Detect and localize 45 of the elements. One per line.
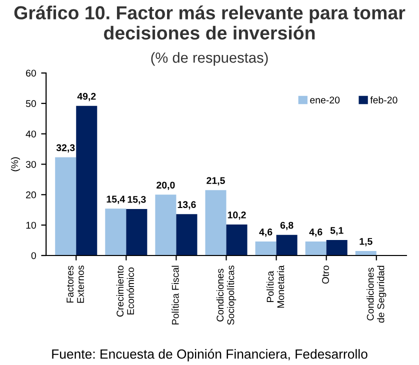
x-tick-label: Condiciones de Seguridad <box>366 266 386 323</box>
data-label: 20,0 <box>156 182 175 190</box>
data-label: 10,2 <box>228 212 246 220</box>
x-tick-label: Condiciones Sociopolíticas <box>216 266 236 325</box>
bar <box>305 242 326 256</box>
legend-label: ene-20 <box>310 96 340 104</box>
x-tick-label: Factores Externos <box>66 266 84 303</box>
bar <box>226 224 248 256</box>
bar <box>155 194 176 256</box>
y-tick-label: 50 <box>26 100 36 108</box>
y-tick-label: 0 <box>31 252 36 260</box>
legend-label: feb-20 <box>370 96 398 104</box>
bar <box>55 157 76 256</box>
y-tick-label: 40 <box>26 130 36 138</box>
data-label: 4,6 <box>309 228 322 237</box>
data-label: 5,1 <box>330 227 344 236</box>
data-label: 1,5 <box>360 238 372 246</box>
bar <box>76 106 98 256</box>
data-label: 21,5 <box>206 177 225 186</box>
y-tick-label: 10 <box>26 222 36 229</box>
source-note: Fuente: Encuesta de Opinión Financiera, Fedesarrollo <box>52 348 368 362</box>
chart-subtitle: (% de respuestas) <box>151 52 268 66</box>
bar <box>176 214 198 256</box>
x-tick-label: Política Monetaria <box>266 265 284 308</box>
data-label: 6,8 <box>280 222 294 230</box>
bar <box>276 234 298 256</box>
bar <box>105 208 126 256</box>
chart-title: Gráfico 10. Factor más relevante para tomar decisiones de inversión <box>14 5 406 40</box>
bar <box>255 242 276 256</box>
y-axis-title: (%) <box>10 157 20 172</box>
y-tick-label: 60 <box>26 70 36 77</box>
bar <box>205 190 226 256</box>
x-tick-label: Política Fiscal <box>172 266 179 324</box>
bar <box>326 240 348 256</box>
data-label: 15,3 <box>128 196 146 204</box>
data-label: 4,6 <box>259 228 272 237</box>
x-tick-label: Otro <box>322 266 329 284</box>
y-tick-label: 20 <box>26 191 36 198</box>
data-label: 15,4 <box>106 196 126 204</box>
y-tick-label: 30 <box>26 160 36 168</box>
data-label: 32,3 <box>56 144 75 153</box>
data-label: 49,2 <box>77 92 96 102</box>
x-tick-label: Crecimiento Económico <box>116 266 134 317</box>
data-label: 13,6 <box>178 201 196 210</box>
bar <box>126 208 148 256</box>
